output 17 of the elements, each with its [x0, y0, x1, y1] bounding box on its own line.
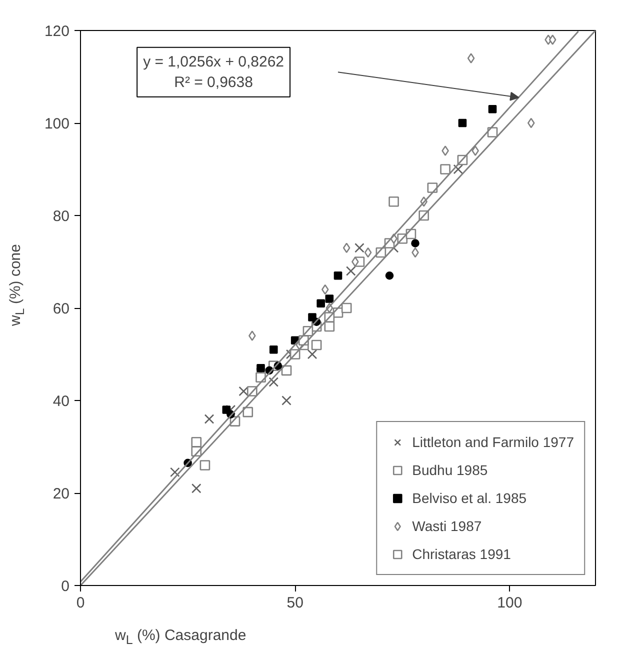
legend-label: Littleton and Farmilo 1977	[412, 434, 574, 450]
x-axis-title: w$_{L}$ (%) Casagrande	[115, 626, 246, 649]
y-tick-label: 0	[61, 578, 70, 595]
legend-label: Belviso et al. 1985	[412, 490, 527, 506]
y-tick-label: 80	[52, 208, 70, 225]
y-tick-label: 100	[44, 116, 70, 132]
y-tick-label: 40	[52, 393, 70, 410]
y-tick-label: 20	[52, 486, 70, 502]
y-tick-label: 120	[44, 23, 70, 40]
x-tick-label: 0	[76, 594, 85, 612]
legend-label: Budhu 1985	[412, 462, 488, 478]
x-tick-label: 100	[497, 594, 522, 612]
x-tick-label: 50	[286, 594, 304, 612]
legend-label: Wasti 1987	[412, 518, 482, 534]
y-tick-label: 60	[52, 300, 70, 318]
legend-label: Christaras 1991	[412, 546, 511, 562]
annotation: y = 1,0256x + 0,8262 R² = 0,9638	[143, 53, 284, 91]
